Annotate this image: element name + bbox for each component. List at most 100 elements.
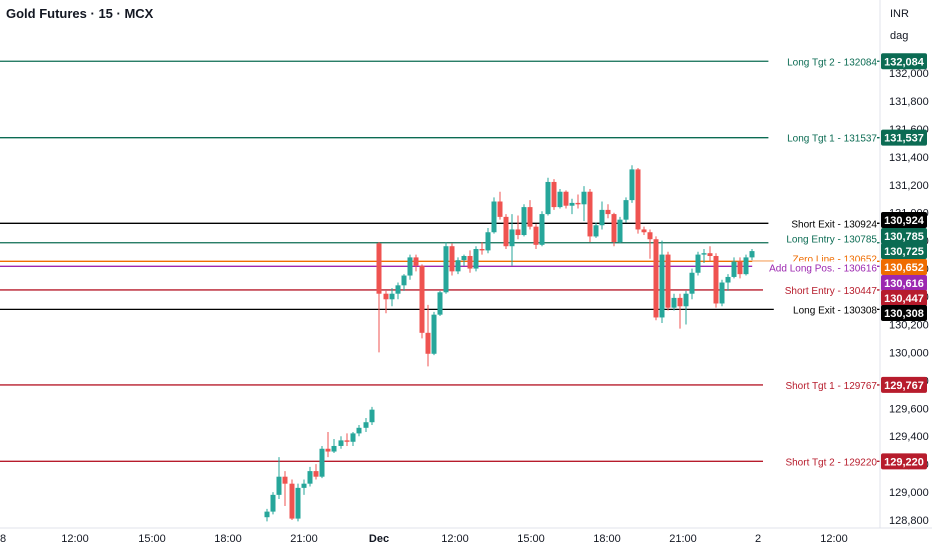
time-tick-label: 21:00	[669, 533, 697, 545]
candle-body	[413, 257, 419, 266]
candle-body	[689, 272, 695, 294]
candle-body	[276, 476, 282, 495]
candle-body	[369, 409, 375, 423]
time-tick-label: 15:00	[138, 533, 166, 545]
candle-body	[350, 433, 356, 442]
candle-body	[401, 275, 407, 286]
price-tick-label: 129,600	[889, 403, 929, 415]
time-tick-label: 18:00	[593, 533, 621, 545]
candle-body	[563, 191, 569, 206]
candle-body	[551, 181, 557, 208]
candle-body	[376, 243, 382, 294]
price-tick-label: 129,400	[889, 431, 929, 443]
price-tag	[881, 243, 927, 259]
candle-body	[527, 207, 533, 227]
candle-body	[671, 297, 677, 308]
time-tick-label: 15:00	[517, 533, 545, 545]
candle-body	[295, 487, 301, 519]
price-tag-label: 132,084	[884, 56, 925, 68]
price-tag-label: 130,616	[884, 278, 924, 290]
candle-body	[407, 257, 413, 276]
candle-body	[719, 282, 725, 304]
candle-body	[307, 471, 313, 484]
candle-body	[707, 253, 713, 256]
candles	[264, 165, 755, 522]
time-tick-label: 18:00	[214, 533, 242, 545]
candle-body	[683, 293, 689, 307]
candle-body	[647, 232, 653, 240]
level-label-bg	[752, 261, 877, 274]
candle-body	[677, 297, 683, 307]
price-tag-label: 129,220	[884, 456, 924, 468]
candle-body	[449, 246, 455, 272]
chart-title: Gold Futures · 15 · MCX	[6, 6, 154, 21]
price-tag-label: 130,785	[884, 231, 924, 243]
price-tag-label: 131,537	[884, 133, 924, 145]
candle-body	[270, 494, 276, 512]
price-tick-label: 130,000	[889, 347, 929, 359]
candle-body	[743, 257, 749, 275]
time-tick-label: 12:00	[61, 533, 89, 545]
candle-body	[521, 207, 527, 236]
price-tick-label: 131,800	[889, 96, 929, 108]
candle-body	[443, 246, 449, 293]
candle-body	[485, 232, 491, 251]
time-tick-label: 21:00	[290, 533, 318, 545]
price-tick-label: 129,000	[889, 487, 929, 499]
price-tick-label: 132,000	[889, 68, 929, 80]
candle-body	[455, 260, 461, 272]
candle-body	[737, 261, 743, 275]
candle-body	[363, 422, 369, 428]
time-tick-label: 12:00	[441, 533, 469, 545]
price-tags: 132,084 131,537 130,924 130,785 130,652 130,6…	[881, 53, 927, 470]
candle-body	[289, 483, 295, 519]
candle-body	[389, 293, 395, 300]
candle-body	[569, 202, 575, 206]
level-label-bg	[768, 55, 877, 68]
candle-body	[659, 254, 665, 318]
candle-body	[491, 201, 497, 233]
time-tick-label: 8	[0, 533, 6, 545]
candle-body	[617, 219, 623, 243]
price-tag	[881, 212, 927, 228]
candle-body	[479, 249, 485, 251]
level-label-bg	[768, 131, 877, 144]
time-tick-label: Dec	[369, 533, 389, 545]
candle-body	[325, 448, 331, 452]
candle-body	[623, 200, 629, 220]
price-tick-label: 131,200	[889, 180, 929, 192]
candle-body	[338, 440, 344, 446]
candle-body	[515, 229, 521, 236]
candle-body	[461, 255, 467, 261]
level-label-bg	[773, 303, 877, 316]
candle-body	[383, 293, 389, 300]
candle-body	[503, 216, 509, 247]
level-label: Long Exit - 130308	[793, 305, 877, 316]
price-tag	[881, 228, 927, 244]
candle-body	[701, 253, 707, 255]
level-label-bg	[773, 252, 877, 265]
level-label: Zero Line - 130652	[792, 254, 877, 265]
level-label-bg	[763, 283, 877, 296]
candle-body	[331, 445, 337, 452]
price-tick-label: 130,200	[889, 319, 929, 331]
candle-body	[425, 332, 431, 354]
price-tag	[881, 129, 927, 146]
candle-body	[695, 254, 701, 273]
level-label: Short Exit - 130924	[791, 219, 877, 230]
level-label: Short Tgt 1 - 129767	[785, 381, 877, 392]
candle-body	[749, 251, 755, 258]
candle-body	[473, 249, 479, 269]
candle-body	[557, 191, 563, 208]
candle-body	[605, 209, 611, 215]
candle-body	[419, 265, 425, 333]
candle-body	[497, 201, 503, 217]
candle-body	[431, 314, 437, 354]
level-label: Long Entry - 130785	[786, 235, 877, 246]
candle-body	[641, 229, 647, 233]
price-tag	[881, 53, 927, 70]
candle-body	[467, 255, 473, 269]
currency-selector[interactable]: INR	[890, 8, 909, 20]
time-axis: 8 12:00 15:00 18:00 21:00 Dec 12:00 15:00 18:00 2…	[0, 533, 848, 545]
